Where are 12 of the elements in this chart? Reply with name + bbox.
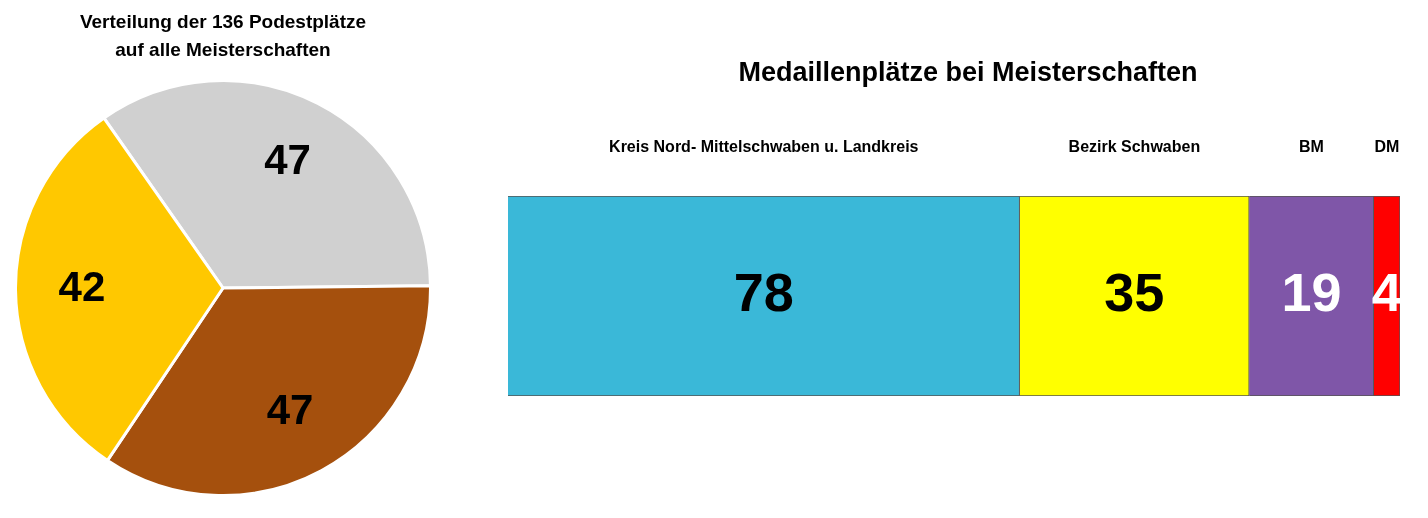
data-label: 35 — [1104, 261, 1165, 322]
data-label: 19 — [1281, 261, 1342, 322]
chart-title: Verteilung der 136 Podestplätze auf alle Meisterschaften — [78, 10, 368, 62]
data-label: 47 — [266, 385, 314, 433]
data-label: 47 — [264, 136, 311, 184]
text: DM — [1374, 138, 1400, 155]
text: Kreis Nord- Mittelschwaben u. Landkreis — [609, 138, 919, 155]
text: BM — [1299, 138, 1324, 155]
data-label: 42 — [58, 263, 106, 311]
chart-title: Medaillenplätze bei Meisterschaften — [737, 56, 1199, 89]
text: Bezirk Schwaben — [1068, 138, 1201, 155]
data-label: 78 — [733, 261, 794, 322]
